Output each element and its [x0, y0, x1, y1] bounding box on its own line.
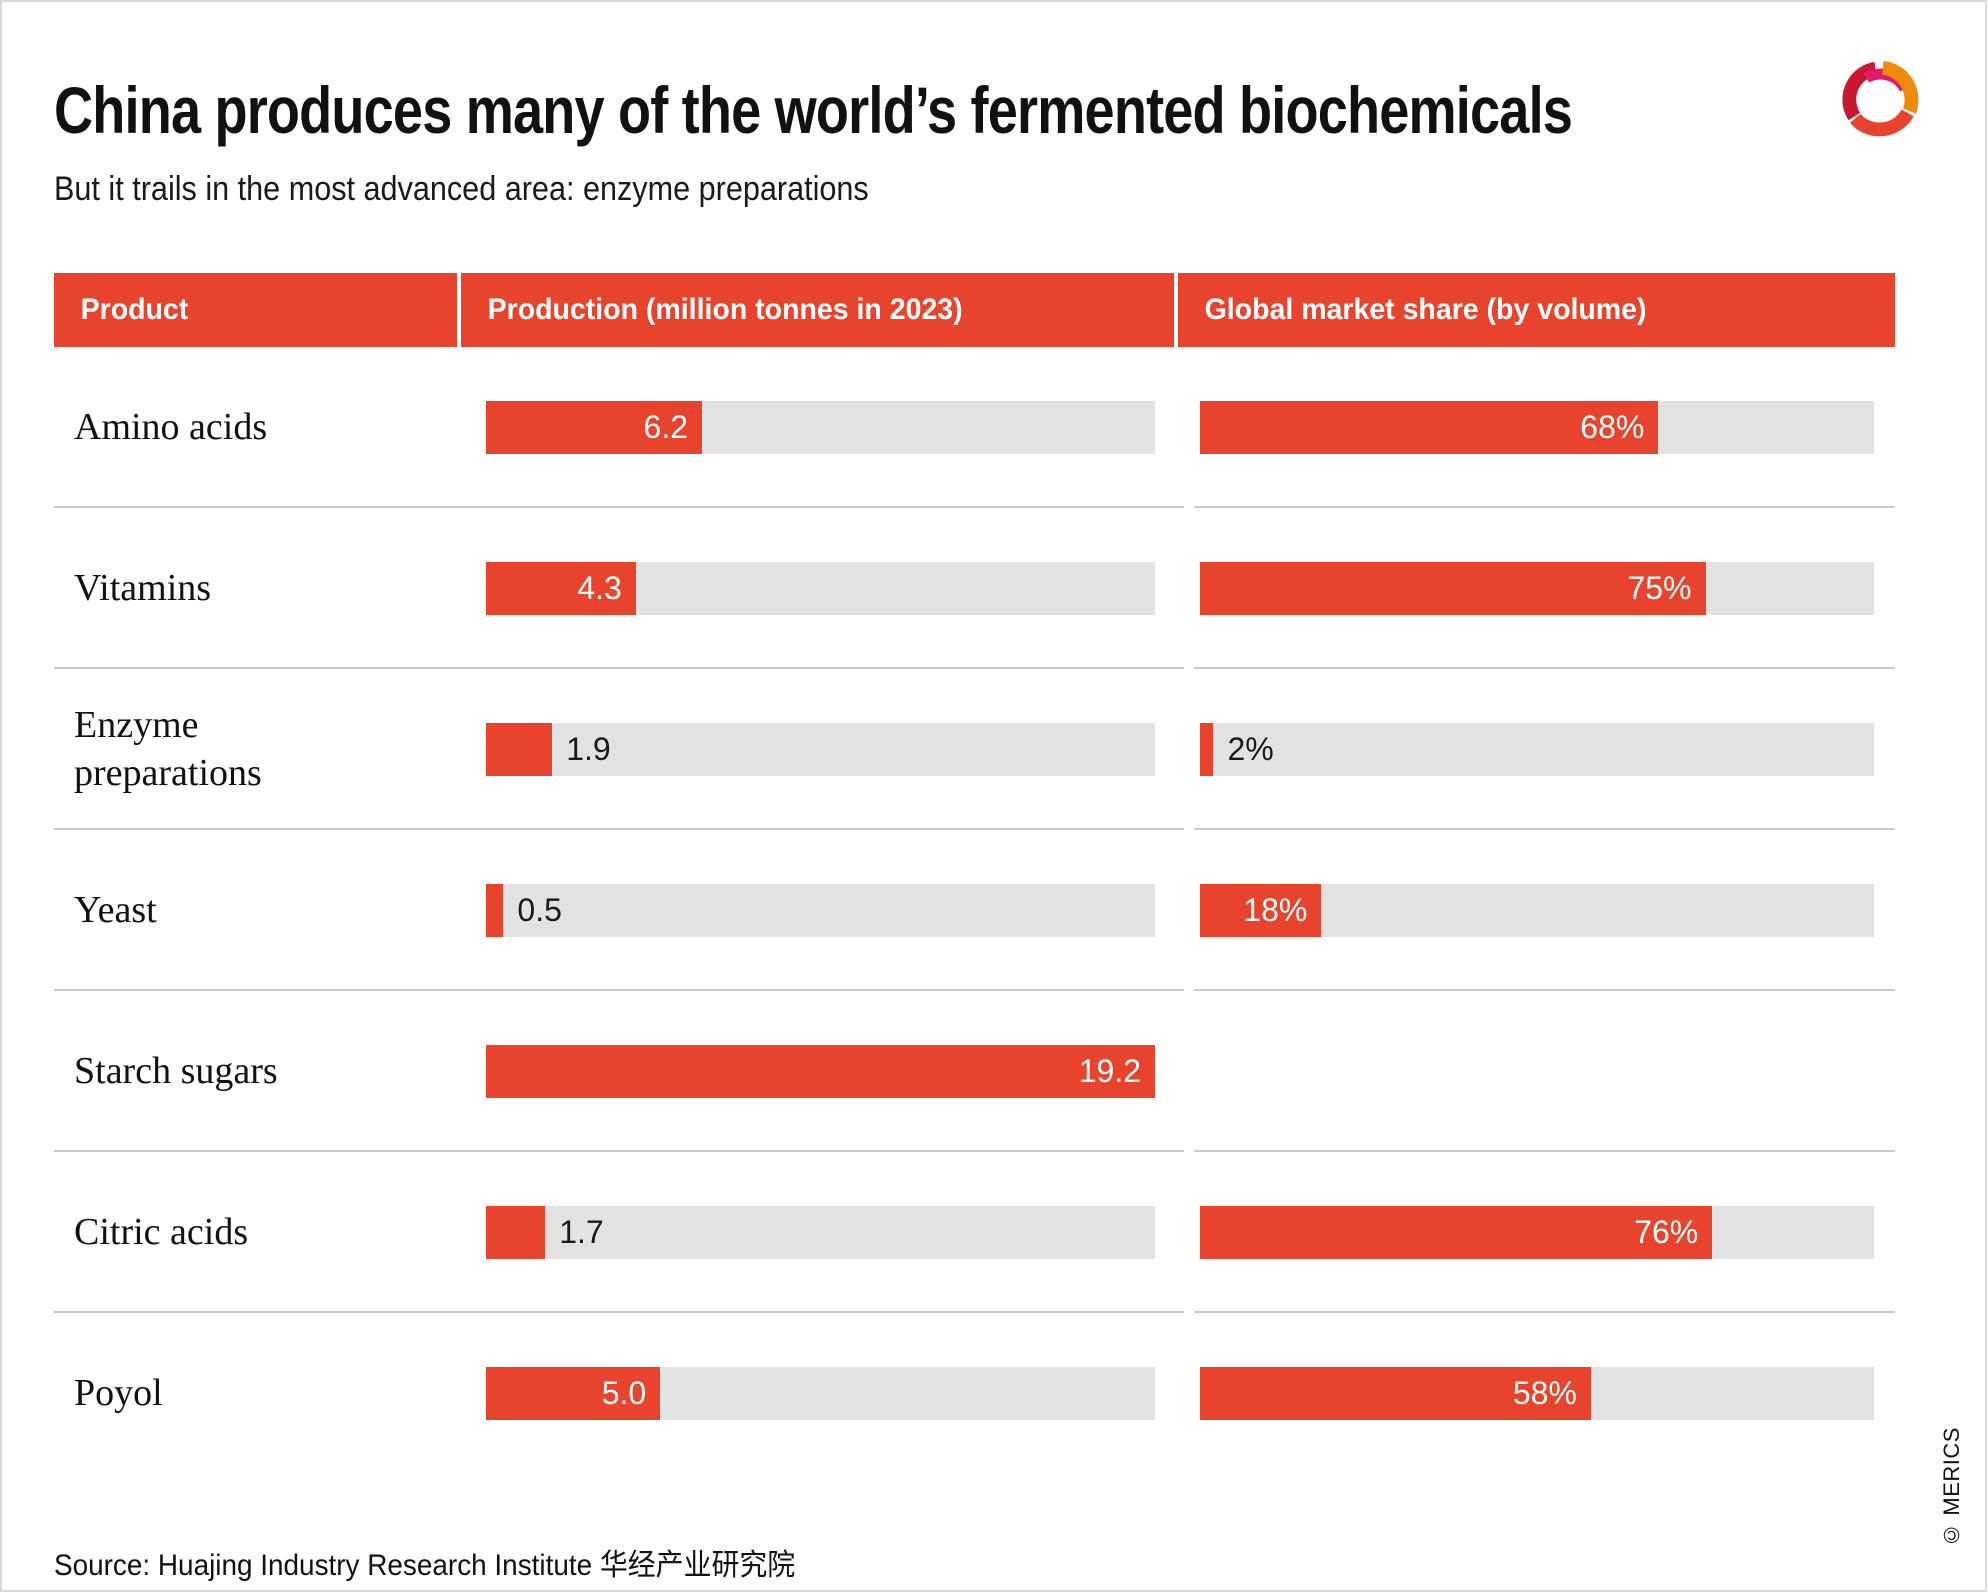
share-value: 68% — [1580, 409, 1645, 445]
production-value: 1.9 — [566, 731, 611, 767]
row-divider — [54, 989, 1184, 991]
production-bar: 5.0 — [486, 1367, 1155, 1420]
share-value: 2% — [1227, 731, 1274, 767]
share-bar-fill: 18% — [1200, 884, 1322, 937]
product-label: Poyol — [74, 1371, 163, 1414]
column-header-share: Global market share (by volume) — [1204, 293, 1647, 326]
production-value: 6.2 — [643, 409, 689, 445]
row-divider — [1194, 1150, 1895, 1152]
page-subtitle: But it trails in the most advanced area:… — [54, 170, 869, 208]
share-bar-fill: 76% — [1200, 1206, 1713, 1259]
share-bar-fill: 58% — [1200, 1367, 1591, 1420]
row-divider — [54, 1150, 1184, 1152]
source-note: Source: Huajing Industry Research Instit… — [54, 1549, 796, 1582]
page-title: China produces many of the world’s ferme… — [54, 73, 1573, 147]
column-header-product: Product — [80, 293, 189, 326]
production-bar-fill — [486, 1206, 546, 1259]
product-label: Starch sugars — [74, 1049, 278, 1092]
production-value: 19.2 — [1078, 1053, 1141, 1089]
table-row: Starch sugars 19.2 — [54, 991, 1895, 1152]
production-bar-fill: 6.2 — [486, 401, 703, 454]
production-bar: 4.3 — [486, 562, 1155, 615]
table-row: Poyol 5.0 58% — [54, 1313, 1895, 1474]
share-bar: 2% — [1200, 723, 1874, 776]
table-row: Enzyme preparations 1.9 2% — [54, 669, 1895, 830]
production-bar: 6.2 — [486, 401, 1155, 454]
share-bar: 68% — [1200, 401, 1874, 454]
production-value: 1.7 — [559, 1214, 604, 1250]
row-divider — [54, 506, 1184, 508]
table-header: Product Production (million tonnes in 20… — [54, 273, 1895, 347]
share-bar: 75% — [1200, 562, 1874, 615]
share-bar-fill — [1200, 723, 1214, 776]
share-bar: 18% — [1200, 884, 1874, 937]
row-divider — [1194, 828, 1895, 830]
product-label: Enzyme preparations — [74, 704, 262, 794]
share-value: 18% — [1243, 892, 1308, 928]
merics-logo-icon — [1842, 60, 1919, 137]
share-bar-fill: 68% — [1200, 401, 1659, 454]
production-value: 4.3 — [577, 570, 622, 606]
product-label: Yeast — [74, 888, 157, 931]
table-row: Citric acids 1.7 76% — [54, 1152, 1895, 1313]
share-value: 76% — [1634, 1214, 1699, 1250]
row-divider — [1194, 667, 1895, 669]
production-bar: 0.5 — [486, 884, 1155, 937]
production-bar-fill: 19.2 — [486, 1045, 1155, 1098]
share-value: 75% — [1627, 570, 1692, 606]
product-label: Amino acids — [74, 405, 268, 448]
share-bar-fill: 75% — [1200, 562, 1706, 615]
share-value: 58% — [1512, 1375, 1577, 1411]
production-bar: 1.9 — [486, 723, 1155, 776]
share-bar: 58% — [1200, 1367, 1874, 1420]
production-bar-fill — [486, 723, 553, 776]
row-divider — [1194, 1311, 1895, 1313]
row-divider — [54, 828, 1184, 830]
column-header-production: Production (million tonnes in 2023) — [487, 293, 963, 326]
row-divider — [1194, 506, 1895, 508]
production-bar-fill — [486, 884, 504, 937]
table-row: Amino acids 6.2 68% — [54, 347, 1895, 508]
product-label: Vitamins — [74, 566, 212, 609]
production-bar-fill: 5.0 — [486, 1367, 661, 1420]
table-row: Vitamins 4.3 75% — [54, 508, 1895, 669]
share-bar: 76% — [1200, 1206, 1874, 1259]
table-row: Yeast 0.5 18% — [54, 830, 1895, 991]
copyright-label: © MERICS — [1939, 1427, 1964, 1548]
production-bar: 1.7 — [486, 1206, 1155, 1259]
row-divider — [1194, 989, 1895, 991]
production-value: 0.5 — [517, 892, 562, 928]
product-label: Citric acids — [74, 1210, 249, 1253]
production-bar: 19.2 — [486, 1045, 1155, 1098]
table-body: Amino acids 6.2 68% Vitamins 4.3 75% — [54, 347, 1895, 1474]
production-bar-fill: 4.3 — [486, 562, 636, 615]
row-divider — [54, 667, 1184, 669]
production-value: 5.0 — [601, 1375, 647, 1411]
row-divider — [54, 1311, 1184, 1313]
